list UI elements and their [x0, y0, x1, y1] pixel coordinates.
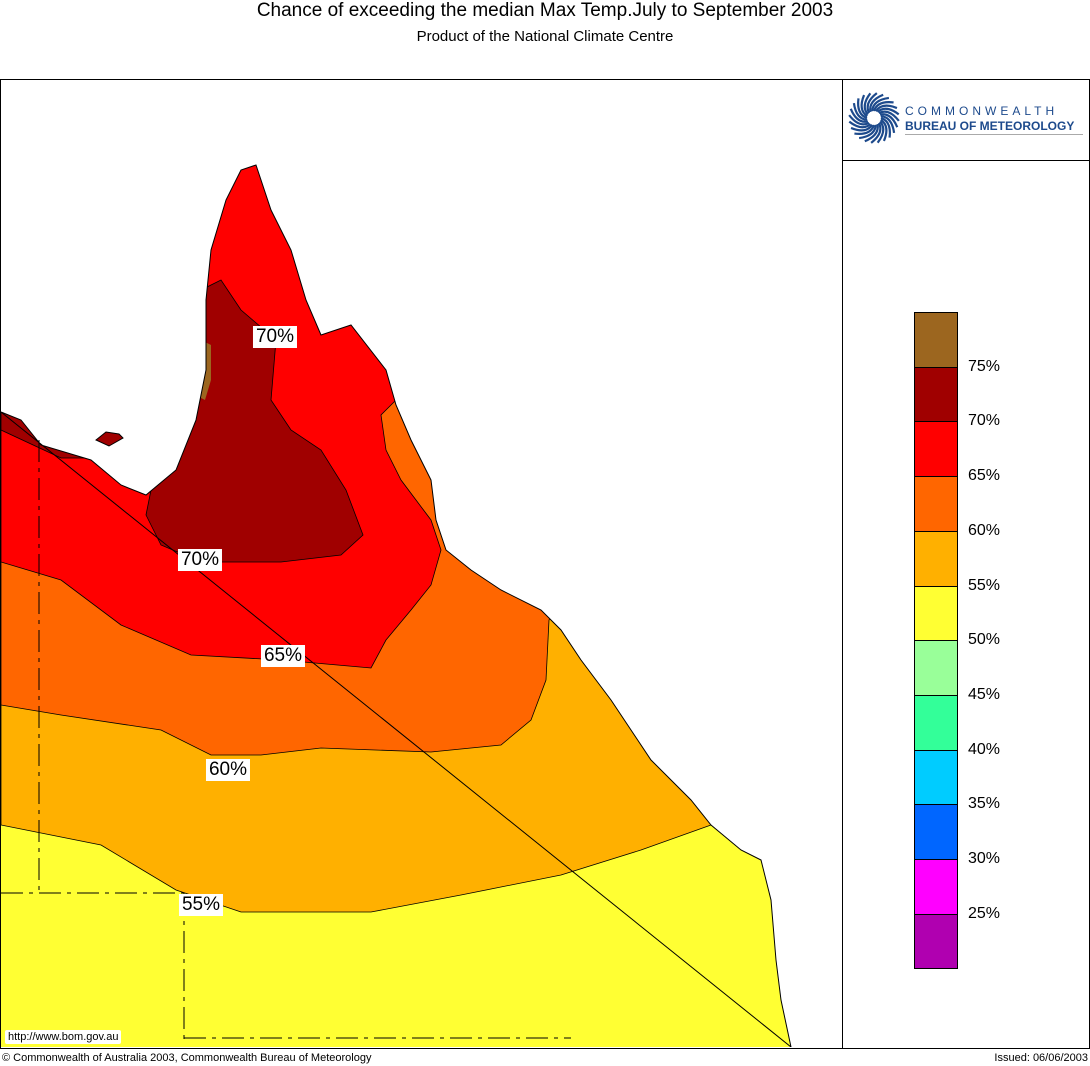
- legend-swatch: [914, 694, 958, 751]
- logo-line2: BUREAU OF METEOROLOGY: [905, 119, 1075, 133]
- legend-swatch: [914, 421, 958, 478]
- contour-label-60: 60%: [205, 759, 251, 781]
- island: [95, 431, 124, 447]
- legend-label: 55%: [968, 576, 1001, 594]
- legend-label: 35%: [968, 795, 1001, 813]
- legend-swatch: [914, 749, 958, 806]
- logo-line1: COMMONWEALTH: [905, 104, 1059, 118]
- copyright: © Commonwealth of Australia 2003, Common…: [2, 1052, 372, 1064]
- contour-label-70: 70%: [177, 549, 223, 571]
- url-link[interactable]: http://www.bom.gov.au: [5, 1030, 122, 1044]
- legend-swatch: [914, 585, 958, 642]
- legend-label: 75%: [968, 357, 1001, 375]
- legend-label: 60%: [968, 521, 1001, 539]
- bom-logo: COMMONWEALTH BUREAU OF METEOROLOGY: [843, 80, 1090, 161]
- contour-label-70: 70%: [252, 326, 298, 348]
- state-borders: [1, 440, 571, 1040]
- legend-label: 30%: [968, 850, 1001, 867]
- chart-subtitle: Product of the National Climate Centre: [416, 28, 674, 45]
- legend-swatch: [914, 366, 958, 423]
- coastline: [1, 164, 792, 1047]
- legend-swatch: [914, 476, 958, 532]
- legend-label: 50%: [968, 631, 1001, 649]
- legend-swatch: [914, 640, 958, 696]
- contour-label-55: 55%: [178, 894, 224, 916]
- issued-date: Issued: 06/06/2003: [994, 1052, 1088, 1064]
- legend-label: 40%: [968, 740, 1001, 758]
- sidebar-divider: [842, 80, 843, 1048]
- legend-swatch: [914, 312, 958, 368]
- logo-underline: [905, 134, 1083, 135]
- legend-swatch: [914, 530, 958, 587]
- chart-title: Chance of exceeding the median Max Temp.…: [256, 0, 834, 21]
- legend-label: 70%: [968, 412, 1001, 430]
- queensland-map: [1, 164, 792, 1047]
- legend-label: 25%: [968, 904, 1001, 922]
- legend-swatch: [914, 859, 958, 915]
- legend-label: 45%: [968, 685, 1001, 703]
- legend-label: 65%: [968, 467, 1001, 485]
- swirl-logo-icon: [848, 92, 900, 144]
- legend-swatch: [914, 913, 958, 970]
- legend-swatch: [914, 804, 958, 860]
- contour-label-65: 65%: [260, 645, 306, 667]
